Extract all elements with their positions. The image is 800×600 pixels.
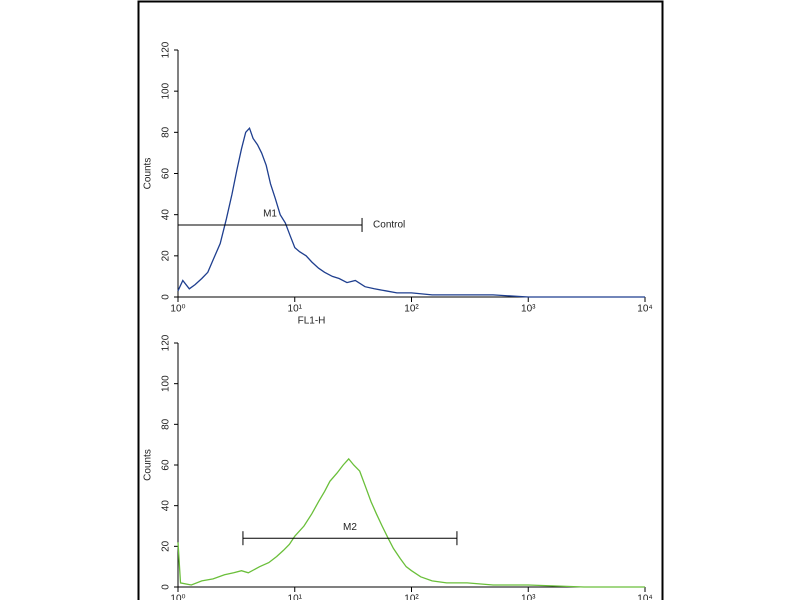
y-tick-label: 100	[161, 375, 172, 392]
x-tick-label: 10¹	[288, 594, 303, 600]
x-tick-label: 10⁰	[170, 594, 185, 600]
x-tick-label: 10²	[404, 594, 419, 600]
y-tick-label: 0	[161, 294, 172, 300]
y-tick-label: 20	[161, 540, 172, 552]
x-tick-label: 10²	[404, 304, 419, 315]
y-tick-label: 60	[161, 168, 172, 180]
y-axis-label: Counts	[143, 158, 154, 190]
x-tick-label: 10⁴	[637, 594, 652, 600]
y-tick-label: 40	[161, 500, 172, 512]
gate-label: M2	[343, 522, 357, 533]
frame	[137, 0, 664, 600]
y-tick-label: 100	[161, 82, 172, 99]
y-tick-label: 40	[161, 209, 172, 221]
y-tick-label: 120	[161, 334, 172, 351]
annotation: Control	[373, 220, 405, 231]
y-tick-label: 0	[161, 584, 172, 590]
y-tick-label: 60	[161, 459, 172, 471]
histogram-line	[177, 457, 645, 588]
y-tick-label: 120	[161, 41, 172, 58]
y-tick-label: 80	[161, 126, 172, 138]
x-tick-label: 10³	[521, 304, 536, 315]
x-tick-label: 10⁴	[637, 304, 652, 315]
y-tick-label: 80	[161, 418, 172, 430]
x-tick-label: 10⁰	[170, 304, 185, 315]
y-tick-label: 20	[161, 250, 172, 262]
x-tick-label: 10¹	[288, 304, 303, 315]
x-tick-label: 10³	[521, 594, 536, 600]
y-axis-label: Counts	[143, 449, 154, 481]
gate-label: M1	[263, 209, 277, 220]
x-axis-label: FL1-H	[298, 316, 326, 327]
histogram-line	[177, 126, 645, 298]
